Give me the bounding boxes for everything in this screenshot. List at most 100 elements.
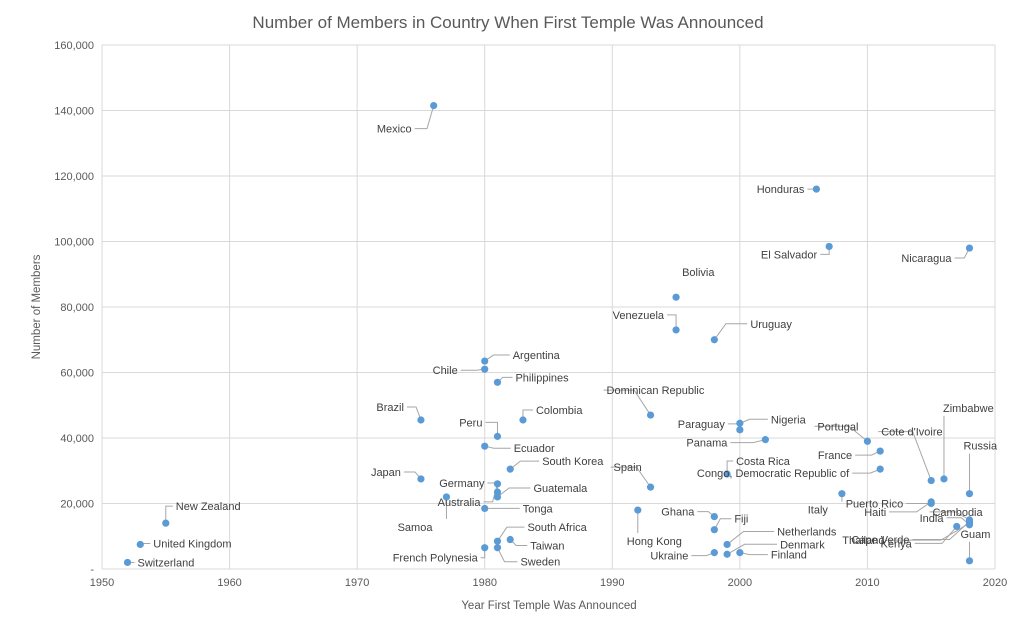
data-point[interactable] [965, 490, 974, 498]
data-point[interactable] [519, 416, 527, 424]
data-point[interactable] [646, 411, 655, 419]
data-label: Panama [686, 438, 728, 450]
data-point[interactable] [481, 357, 489, 365]
x-tick-label: 1990 [600, 577, 624, 589]
data-label: Cape Verde [851, 535, 909, 547]
data-point[interactable] [863, 437, 872, 445]
data-point[interactable] [481, 544, 489, 552]
data-point[interactable] [723, 540, 731, 549]
data-label: Netherlands [777, 526, 837, 538]
data-label: Italy [808, 505, 829, 517]
data-point[interactable] [710, 513, 718, 521]
data-point[interactable] [481, 442, 489, 450]
data-point[interactable] [646, 483, 655, 491]
label-leader-line [878, 431, 932, 481]
data-point[interactable] [442, 493, 451, 501]
data-point[interactable] [927, 476, 935, 485]
data-label: Finland [771, 550, 807, 562]
label-leader-line [603, 389, 651, 416]
label-leader-line [814, 425, 868, 442]
data-point[interactable] [481, 504, 489, 513]
data-label: Chile [433, 365, 458, 377]
data-point[interactable] [723, 550, 731, 558]
data-point[interactable] [953, 522, 961, 531]
label-leader-line [954, 247, 970, 259]
data-point[interactable] [481, 365, 489, 373]
data-point[interactable] [940, 475, 948, 483]
data-point[interactable] [736, 419, 744, 427]
label-leader-line [726, 543, 778, 555]
data-point[interactable] [927, 498, 935, 506]
label-leader-line [726, 530, 775, 545]
data-point[interactable] [430, 101, 438, 110]
data-point[interactable] [162, 519, 170, 527]
data-point[interactable] [736, 426, 744, 434]
data-point[interactable] [965, 517, 974, 526]
data-point[interactable] [417, 475, 425, 483]
data-point[interactable] [506, 465, 514, 473]
data-label: Paraguay [678, 419, 726, 431]
data-point[interactable] [493, 378, 502, 386]
data-point[interactable] [506, 535, 514, 544]
x-tick-label: 1970 [345, 577, 369, 589]
data-point[interactable] [672, 293, 680, 301]
data-label: Costa Rica [736, 456, 791, 468]
data-point[interactable] [812, 185, 821, 193]
data-point[interactable] [672, 326, 680, 334]
data-label: Hong Kong [627, 536, 682, 548]
data-point[interactable] [723, 470, 731, 478]
data-label: Argentina [513, 350, 561, 362]
data-point[interactable] [825, 242, 833, 251]
label-leader-line [406, 406, 422, 421]
label-leader-line [414, 105, 435, 130]
data-point[interactable] [634, 506, 642, 514]
data-label: Japan [371, 467, 401, 479]
data-label: Guam [960, 529, 990, 541]
data-label: Colombia [536, 405, 583, 417]
chart-title: Number of Members in Country When First … [252, 13, 763, 32]
data-point[interactable] [123, 558, 132, 567]
label-leader-line [667, 314, 677, 330]
data-point[interactable] [965, 557, 974, 565]
data-label: Cambodia [932, 507, 983, 519]
data-point[interactable] [710, 549, 718, 557]
data-label: Germany [439, 478, 485, 490]
data-point[interactable] [136, 540, 144, 549]
data-label: Thailand [842, 535, 884, 547]
data-point[interactable] [761, 436, 769, 444]
data-labels: Mexico Honduras El Salvador Nicaragua Bolivi… [138, 124, 998, 570]
data-point[interactable] [417, 416, 425, 424]
data-point[interactable] [965, 244, 974, 252]
data-label: Ukraine [650, 551, 688, 563]
data-label: Samoa [398, 522, 434, 534]
data-point[interactable] [876, 465, 884, 473]
data-label: Fiji [734, 514, 748, 526]
label-leader-line [610, 466, 651, 488]
data-label: United Kingdom [153, 538, 231, 550]
x-tick-label: 2010 [855, 577, 879, 589]
data-label: Australia [438, 497, 482, 509]
data-point[interactable] [710, 526, 718, 534]
data-label: Ecuador [514, 443, 555, 455]
data-point[interactable] [493, 544, 502, 552]
label-leader-line [912, 521, 970, 541]
data-point[interactable] [493, 493, 502, 501]
data-point[interactable] [736, 549, 744, 557]
y-tick-label: 80,000 [60, 302, 94, 314]
y-axis-title: Number of Members [31, 254, 43, 359]
data-point[interactable] [493, 537, 502, 545]
data-point[interactable] [493, 432, 502, 440]
y-tick-label: - [90, 564, 94, 576]
data-point[interactable] [710, 336, 718, 344]
y-tick-label: 20,000 [60, 499, 94, 511]
data-label: Kenya [881, 538, 913, 550]
x-tick-label: 1960 [217, 577, 241, 589]
data-point[interactable] [493, 480, 502, 488]
gridlines [101, 44, 996, 570]
data-label: Russia [963, 441, 998, 453]
data-point[interactable] [838, 490, 846, 498]
data-label: Brazil [376, 402, 404, 414]
data-point[interactable] [876, 447, 884, 455]
data-label: South Korea [542, 456, 604, 468]
